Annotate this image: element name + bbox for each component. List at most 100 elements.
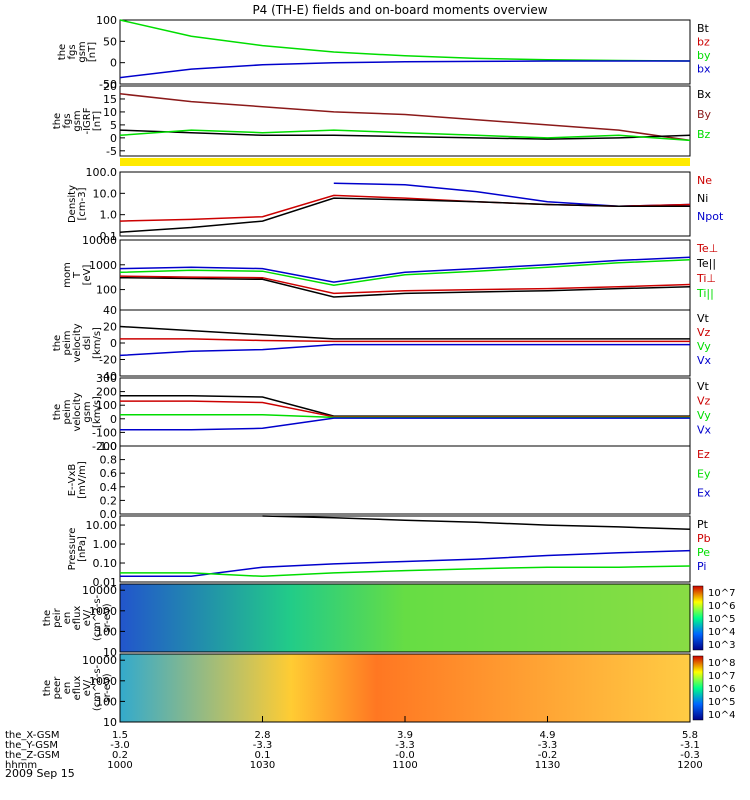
y-tick-label: 100 <box>96 14 117 27</box>
y-axis-label: thepeimvelocitygsm[km/s] <box>52 392 103 431</box>
ephemeris-value: -0.2 <box>538 750 558 761</box>
date-label: 2009 Sep 15 <box>5 767 75 780</box>
y-tick-label: 0 <box>110 132 117 145</box>
series-Vx <box>119 343 690 357</box>
panel-frame <box>119 515 691 583</box>
ephemeris-value: 3.9 <box>397 730 413 741</box>
y-axis-label-line: dsl <box>82 336 93 350</box>
legend-entry: Ex <box>697 487 711 500</box>
legend-entry: Ni <box>697 192 708 205</box>
series-Pi <box>120 549 691 578</box>
panel-9: 10^7 10^6 10^5 10^4 10^3 10000 1000 100 10 thepei… <box>42 583 735 659</box>
colorbar-tick-label: 10^4 <box>708 627 735 638</box>
ephemeris-value: 0.2 <box>112 750 128 761</box>
series-Ti⊥ <box>119 258 691 286</box>
legend-entry: Bt <box>697 22 710 35</box>
y-tick-label: 50 <box>103 35 117 48</box>
ephemeris-value: -3.3 <box>538 740 558 751</box>
y-axis-label-line: [km/s] <box>92 327 103 359</box>
legend-entry: Vy <box>697 340 711 353</box>
y-tick-label: -200 <box>92 440 117 453</box>
legend-entry: Pi <box>697 560 706 573</box>
colorbar <box>692 585 704 651</box>
y-axis-label-line: peer <box>52 676 63 700</box>
panel-3: 100.0 10.0 1.0 0.1 Density[cm-3] Ne Ni Npot <box>67 166 724 243</box>
colorbar <box>692 655 704 721</box>
ephemeris-value: 1000 <box>107 760 132 771</box>
colorbar-tick-label: 10^5 <box>708 697 735 708</box>
y-axis-label-line: the <box>52 404 63 420</box>
y-axis-label-line: [mV/m] <box>77 461 88 499</box>
ephemeris-value: 0.1 <box>255 750 271 761</box>
y-axis-label-line: fgs <box>67 44 78 59</box>
y-tick-label: 0.8 <box>100 454 118 467</box>
legend-entry: Vt <box>697 380 710 393</box>
panel-frame <box>119 171 691 237</box>
legend-entry: Vy <box>697 409 711 422</box>
y-axis-label-line: eflux <box>72 676 83 701</box>
legend-entry: Ti⊥ <box>696 272 716 285</box>
legend-entry: Ez <box>697 448 710 461</box>
panel-frame <box>119 377 691 447</box>
legend-entry: Bx <box>697 88 712 101</box>
y-axis-label-line: peir <box>52 607 63 627</box>
y-tick-label: 0.6 <box>100 467 118 480</box>
legend-entry: Ey <box>697 467 711 480</box>
y-tick-label: 20 <box>103 80 117 93</box>
figure-title: P4 (TH-E) fields and on-board moments ov… <box>252 3 547 17</box>
y-tick-label: 0 <box>110 413 117 426</box>
y-tick-label: 100.0 <box>86 166 118 179</box>
y-tick-label: 100 <box>96 399 117 412</box>
y-axis-label-line: Density <box>67 185 78 223</box>
y-tick-label: 200 <box>96 386 117 399</box>
y-tick-label: 10 <box>103 106 117 119</box>
ephemeris-value: 5.8 <box>682 730 698 741</box>
y-axis-label: thepeirenefluxeV/(cm^2-s-sr-eV) <box>42 594 113 641</box>
series-By <box>119 129 691 142</box>
y-axis-label-line: [nPa] <box>77 536 88 562</box>
y-tick-label: 1.0 <box>100 209 118 222</box>
legend-entry: Vx <box>697 424 712 437</box>
y-axis-label: Pressure[nPa] <box>67 528 88 571</box>
series-Vz <box>120 338 690 343</box>
y-tick-label: 0 <box>110 57 117 70</box>
mode-bar <box>120 158 690 166</box>
legend-entry: Te|| <box>696 257 716 270</box>
legend-entry: by <box>697 49 711 62</box>
y-axis-label-line: (cm^2-s- <box>92 594 103 641</box>
y-axis-label-line: eV/ <box>82 679 93 696</box>
y-axis-label-line: [cm-3] <box>77 187 88 220</box>
legend-entry: Ne <box>697 174 712 187</box>
y-axis-label: momT[eV] <box>62 262 93 288</box>
y-axis-label-line: velocity <box>72 392 83 431</box>
y-tick-label: 1.00 <box>93 538 118 551</box>
y-tick-label: -20 <box>99 354 117 367</box>
series-Bz <box>119 93 691 142</box>
ephemeris-table: the_X-GSMthe_Y-GSMthe_Z-GSMhhmm1.5-3.00.… <box>5 730 703 771</box>
y-tick-label: 300 <box>96 372 117 385</box>
y-tick-label: 1000 <box>89 605 117 618</box>
y-tick-label: 10.0 <box>93 187 118 200</box>
y-axis-label-line: velocity <box>72 323 83 362</box>
series-Te|| <box>119 275 691 295</box>
y-axis-label: thepeimvelocitydsl[km/s] <box>52 323 103 362</box>
y-tick-label: 10000 <box>82 584 117 597</box>
y-axis-label-line: [km/s] <box>92 396 103 428</box>
y-axis-label-line: gsm <box>77 41 88 62</box>
y-tick-label: -100 <box>92 426 117 439</box>
panel-frame <box>119 445 691 515</box>
ephemeris-value: 1200 <box>677 760 702 771</box>
y-tick-label: -50 <box>99 78 117 91</box>
legend-entry: Npot <box>697 210 724 223</box>
y-axis-label: thefgsgsm-IGRF[nT] <box>52 107 103 134</box>
series-Pt <box>262 515 691 531</box>
legend-entry: Pb <box>697 532 711 545</box>
series-Vt <box>119 325 690 340</box>
ephemeris-value: -3.3 <box>253 740 273 751</box>
ephemeris-value: -0.3 <box>680 750 700 761</box>
legend-entry: Pe <box>697 546 710 559</box>
y-tick-label: -40 <box>99 370 117 383</box>
y-axis-label-line: fgs <box>62 113 73 128</box>
